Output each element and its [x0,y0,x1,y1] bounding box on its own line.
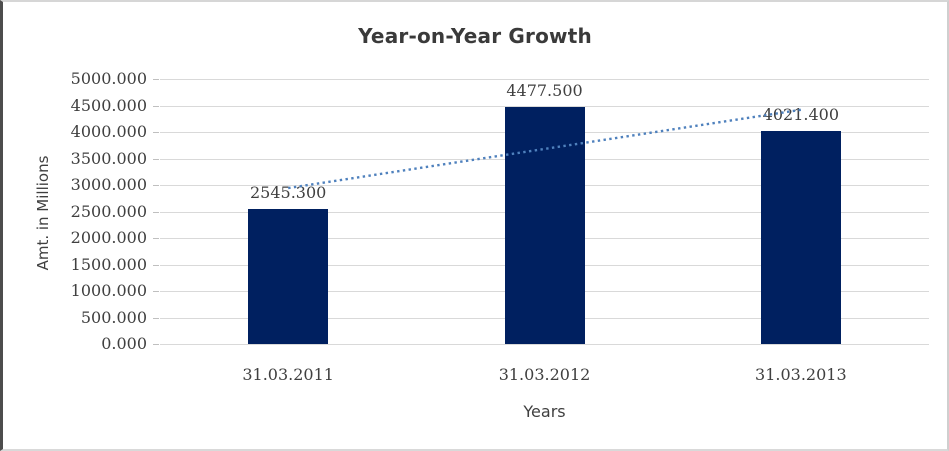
y-tick-label: 4000.000 [70,122,147,141]
y-tick-mark [153,132,159,133]
y-tick-mark [153,264,159,266]
bar [760,130,841,344]
y-tick-mark [153,158,159,160]
gridline [160,79,929,80]
bar [248,209,329,344]
y-tick-label: 2500.000 [70,201,147,221]
bar [504,106,585,344]
y-tick-mark [153,105,159,107]
y-tick-label: 2000.000 [70,228,147,247]
gridline [160,105,929,107]
y-tick-mark [153,291,159,292]
gridline [160,344,929,345]
x-category-label: 31.03.2012 [498,365,591,384]
y-tick-mark [153,344,159,345]
y-tick-label: 3500.000 [70,148,147,168]
bar-value-label: 4477.500 [506,80,583,100]
y-tick-label: 1000.000 [70,281,147,300]
bar-value-label: 2545.300 [249,183,327,203]
y-tick-mark [153,79,159,80]
y-tick-mark [153,211,159,213]
x-axis-title: Years [523,402,566,421]
x-category-label: 31.03.2013 [755,365,847,384]
y-tick-mark [153,185,159,186]
y-tick-mark [153,238,159,239]
y-tick-label: 500.000 [80,307,147,327]
y-tick-mark [153,317,159,319]
y-tick-label: 3000.000 [70,175,147,194]
bar-value-label: 4021.400 [762,104,839,124]
chart-title: Year-on-Year Growth [358,24,592,48]
y-tick-label: 4500.000 [70,95,147,115]
y-tick-label: 1500.000 [70,254,147,274]
y-tick-label: 0.000 [101,334,147,353]
y-tick-label: 5000.000 [70,69,147,88]
x-category-label: 31.03.2011 [242,365,334,384]
